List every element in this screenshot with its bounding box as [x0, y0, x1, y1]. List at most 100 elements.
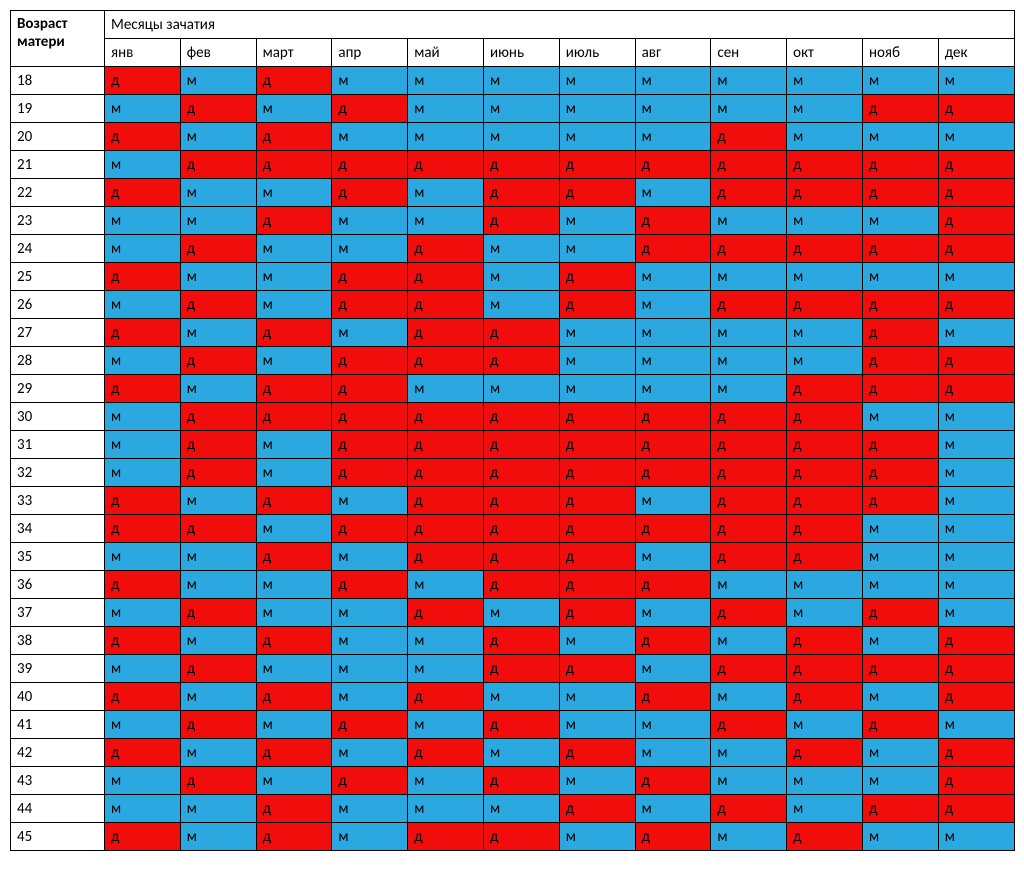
value-cell: м: [938, 67, 1014, 95]
table-row: 45дмдмддмдмдмм: [11, 823, 1015, 851]
value-cell: д: [180, 403, 256, 431]
value-cell: д: [559, 795, 635, 823]
age-cell: 33: [11, 487, 105, 515]
value-cell: м: [256, 767, 332, 795]
value-cell: д: [711, 151, 787, 179]
value-cell: м: [938, 319, 1014, 347]
value-cell: м: [332, 487, 408, 515]
value-cell: д: [408, 487, 484, 515]
value-cell: д: [711, 431, 787, 459]
value-cell: м: [180, 795, 256, 823]
value-cell: д: [635, 151, 711, 179]
value-cell: д: [180, 95, 256, 123]
value-cell: м: [256, 655, 332, 683]
value-cell: д: [862, 291, 938, 319]
value-cell: м: [256, 711, 332, 739]
value-cell: м: [938, 599, 1014, 627]
month-header: апр: [332, 39, 408, 67]
value-cell: д: [559, 543, 635, 571]
value-cell: д: [559, 487, 635, 515]
value-cell: м: [105, 403, 181, 431]
value-cell: м: [483, 67, 559, 95]
value-cell: д: [862, 711, 938, 739]
age-cell: 19: [11, 95, 105, 123]
value-cell: м: [938, 403, 1014, 431]
value-cell: м: [180, 207, 256, 235]
value-cell: д: [256, 67, 332, 95]
value-cell: д: [256, 627, 332, 655]
value-cell: м: [180, 571, 256, 599]
value-cell: д: [408, 431, 484, 459]
month-header: авг: [635, 39, 711, 67]
value-cell: д: [483, 319, 559, 347]
value-cell: м: [180, 627, 256, 655]
table-row: 29дмддмммммддд: [11, 375, 1015, 403]
age-cell: 24: [11, 235, 105, 263]
value-cell: м: [862, 403, 938, 431]
value-cell: д: [180, 291, 256, 319]
table-row: 36дммдмдддмммм: [11, 571, 1015, 599]
value-cell: м: [332, 67, 408, 95]
value-cell: д: [559, 739, 635, 767]
value-cell: д: [862, 599, 938, 627]
value-cell: д: [862, 235, 938, 263]
value-cell: м: [332, 627, 408, 655]
value-cell: м: [559, 823, 635, 851]
value-cell: д: [408, 823, 484, 851]
age-cell: 34: [11, 515, 105, 543]
value-cell: м: [105, 431, 181, 459]
value-cell: д: [559, 179, 635, 207]
value-cell: д: [787, 515, 863, 543]
value-cell: м: [408, 123, 484, 151]
value-cell: м: [559, 627, 635, 655]
value-cell: д: [332, 711, 408, 739]
value-cell: д: [332, 571, 408, 599]
value-cell: м: [559, 95, 635, 123]
value-cell: м: [862, 67, 938, 95]
value-cell: м: [635, 179, 711, 207]
value-cell: м: [408, 571, 484, 599]
value-cell: д: [938, 375, 1014, 403]
table-row: 23ммдммдмдмммд: [11, 207, 1015, 235]
month-header: нояб: [862, 39, 938, 67]
value-cell: м: [711, 207, 787, 235]
value-cell: м: [787, 767, 863, 795]
value-cell: м: [787, 67, 863, 95]
value-cell: д: [787, 683, 863, 711]
column-group-header: Месяцы зачатия: [105, 11, 1015, 39]
value-cell: м: [559, 683, 635, 711]
value-cell: д: [862, 431, 938, 459]
value-cell: м: [256, 95, 332, 123]
table-row: 35ммдмдддмддмм: [11, 543, 1015, 571]
value-cell: д: [938, 795, 1014, 823]
value-cell: м: [408, 711, 484, 739]
value-cell: д: [787, 375, 863, 403]
age-cell: 29: [11, 375, 105, 403]
value-cell: д: [938, 179, 1014, 207]
table-row: 40дмдмдммдмдмд: [11, 683, 1015, 711]
value-cell: м: [332, 319, 408, 347]
value-cell: д: [483, 627, 559, 655]
value-cell: м: [938, 571, 1014, 599]
value-cell: д: [105, 739, 181, 767]
age-cell: 41: [11, 711, 105, 739]
age-cell: 39: [11, 655, 105, 683]
month-header-row: янвфевмартапрмайиюньиюльавгсеноктноябдек: [11, 39, 1015, 67]
value-cell: д: [408, 683, 484, 711]
value-cell: д: [938, 627, 1014, 655]
value-cell: д: [180, 347, 256, 375]
value-cell: д: [559, 571, 635, 599]
value-cell: д: [483, 543, 559, 571]
value-cell: м: [711, 627, 787, 655]
value-cell: м: [180, 487, 256, 515]
table-row: 28мдмдддммммдд: [11, 347, 1015, 375]
value-cell: м: [559, 319, 635, 347]
value-cell: м: [483, 95, 559, 123]
month-header: фев: [180, 39, 256, 67]
value-cell: д: [180, 151, 256, 179]
value-cell: д: [105, 123, 181, 151]
value-cell: м: [408, 795, 484, 823]
value-cell: м: [862, 123, 938, 151]
value-cell: м: [332, 655, 408, 683]
value-cell: м: [483, 123, 559, 151]
